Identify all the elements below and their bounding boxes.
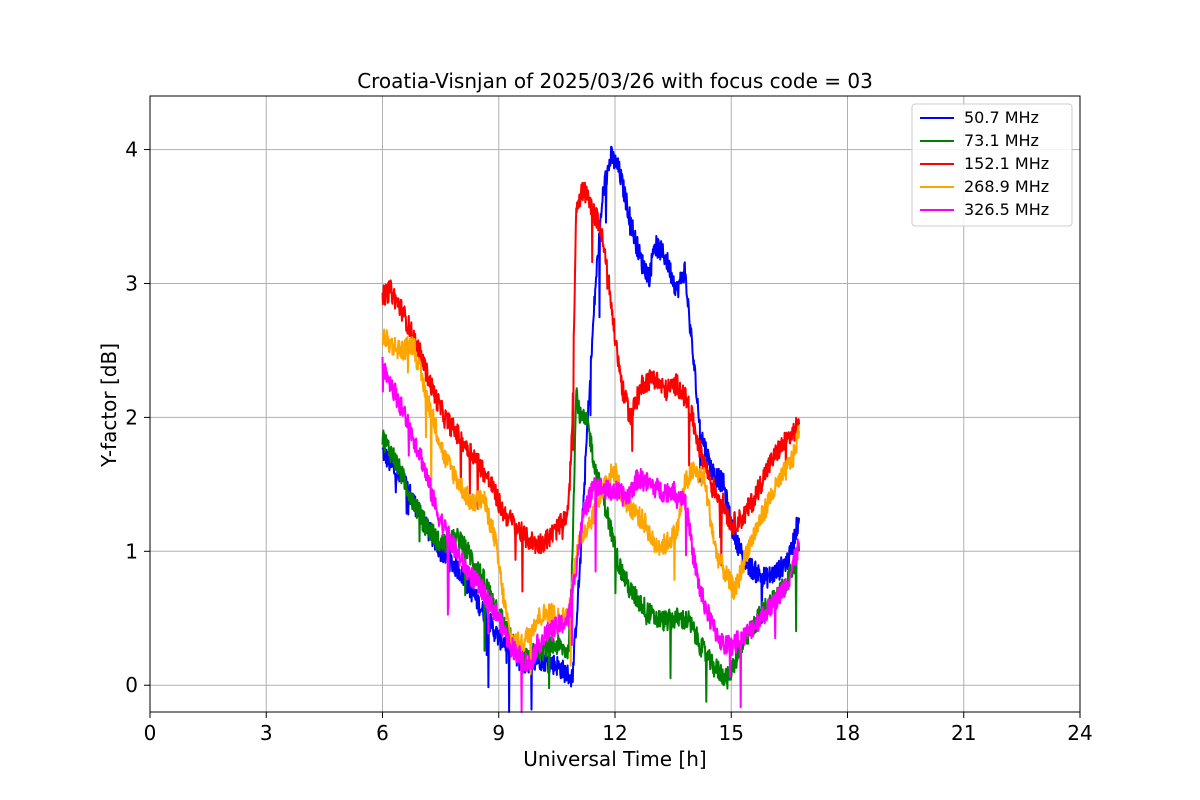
legend: 50.7 MHz 73.1 MHz 152.1 MHz 268.9 MHz 32… [911, 103, 1073, 227]
series-line-2 [381, 181, 801, 593]
x-tick-label: 18 [835, 721, 860, 745]
x-tick-label: 12 [602, 721, 627, 745]
x-axis-ticks: 0 3 6 9 12 15 18 21 24 [144, 712, 1093, 745]
series-line-3 [381, 328, 801, 676]
y-tick-label: 0 [125, 673, 138, 697]
legend-items: 50.7 MHz 73.1 MHz 152.1 MHz 268.9 MHz 32… [920, 108, 1049, 219]
series-layer [381, 145, 801, 713]
legend-entry: 50.7 MHz [964, 108, 1039, 127]
x-axis-label: Universal Time [h] [523, 747, 706, 771]
y-tick-label: 1 [125, 539, 138, 563]
legend-entry: 268.9 MHz [964, 177, 1049, 196]
x-tick-label: 9 [492, 721, 505, 745]
series-line-4 [381, 356, 801, 713]
x-tick-label: 3 [260, 721, 273, 745]
y-tick-label: 3 [125, 271, 138, 295]
y-tick-label: 2 [125, 405, 138, 429]
legend-entry: 152.1 MHz [964, 154, 1049, 173]
chart-title: Croatia-Visnjan of 2025/03/26 with focus… [357, 69, 873, 93]
x-tick-label: 15 [719, 721, 744, 745]
x-tick-label: 24 [1067, 721, 1092, 745]
legend-box [911, 103, 1073, 227]
legend-entry: 73.1 MHz [964, 131, 1039, 150]
legend-entry: 326.5 MHz [964, 200, 1049, 219]
x-tick-label: 21 [951, 721, 976, 745]
y-tick-label: 4 [125, 138, 138, 162]
x-tick-label: 6 [376, 721, 389, 745]
x-tick-label: 0 [144, 721, 157, 745]
y-axis-ticks: 0 1 2 3 4 [125, 138, 150, 697]
y-axis-label: Y-factor [dB] [97, 343, 121, 468]
